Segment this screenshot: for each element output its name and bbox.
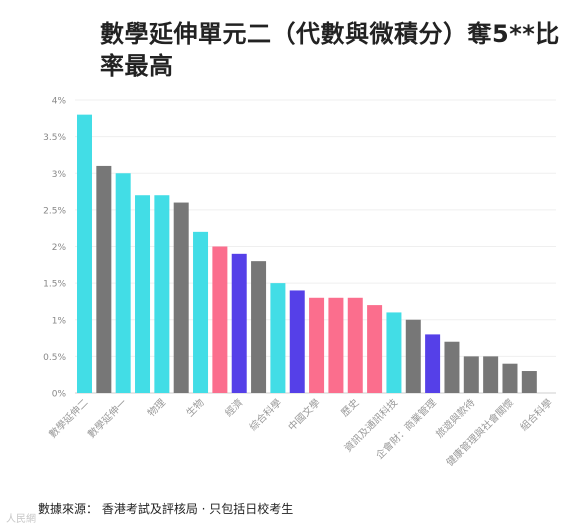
- x-tick-label: 數學延伸一: [85, 396, 130, 441]
- bar: [289, 290, 305, 393]
- x-tick-label: 歷史: [339, 397, 362, 420]
- chart-title: 數學延伸單元二（代數與微積分）奪5**比率最高: [100, 20, 560, 80]
- y-tick-label: 3.5%: [43, 133, 66, 143]
- bar: [521, 371, 537, 393]
- bar: [328, 297, 344, 393]
- y-tick-label: 4%: [52, 97, 67, 107]
- bar: [483, 356, 499, 393]
- bar: [347, 297, 363, 393]
- y-tick-label: 0%: [52, 390, 67, 400]
- y-tick-label: 1.5%: [43, 280, 66, 290]
- bar: [212, 246, 228, 393]
- y-tick-label: 2.5%: [43, 206, 66, 216]
- bar: [251, 261, 267, 393]
- bar: [444, 341, 460, 393]
- bar: [115, 173, 131, 393]
- bar: [405, 319, 421, 393]
- bar: [386, 312, 402, 393]
- x-tick-label: 物理: [145, 396, 168, 419]
- x-tick-label: 生物: [183, 396, 206, 419]
- y-tick-label: 3%: [52, 170, 67, 180]
- x-tick-label: 數學延伸二: [46, 396, 91, 441]
- bar: [463, 356, 479, 393]
- watermark-logo: 人民網: [6, 514, 36, 525]
- x-tick-label: 健康管理與社會關懷: [443, 396, 516, 469]
- bar: [193, 231, 209, 393]
- bar: [96, 165, 112, 393]
- y-tick-label: 2%: [52, 243, 67, 253]
- x-tick-label: 經濟: [222, 396, 245, 419]
- bar: [502, 363, 518, 393]
- bar: [309, 297, 325, 393]
- bar: [425, 334, 441, 393]
- source-note: 數據來源： 香港考試及評核局 · 只包括日校考生: [38, 502, 294, 516]
- bar: [231, 253, 247, 393]
- y-tick-label: 1%: [52, 316, 67, 326]
- x-tick-label: 組合科學: [517, 396, 554, 433]
- bar: [77, 114, 92, 394]
- x-tick-label: 中國文學: [285, 396, 322, 433]
- bar: [270, 283, 286, 393]
- x-tick-label: 綜合科學: [247, 396, 284, 433]
- bar: [135, 195, 151, 393]
- bar: [367, 305, 383, 393]
- bar: [173, 202, 189, 393]
- bar: [154, 195, 170, 393]
- y-tick-label: 0.5%: [43, 353, 66, 363]
